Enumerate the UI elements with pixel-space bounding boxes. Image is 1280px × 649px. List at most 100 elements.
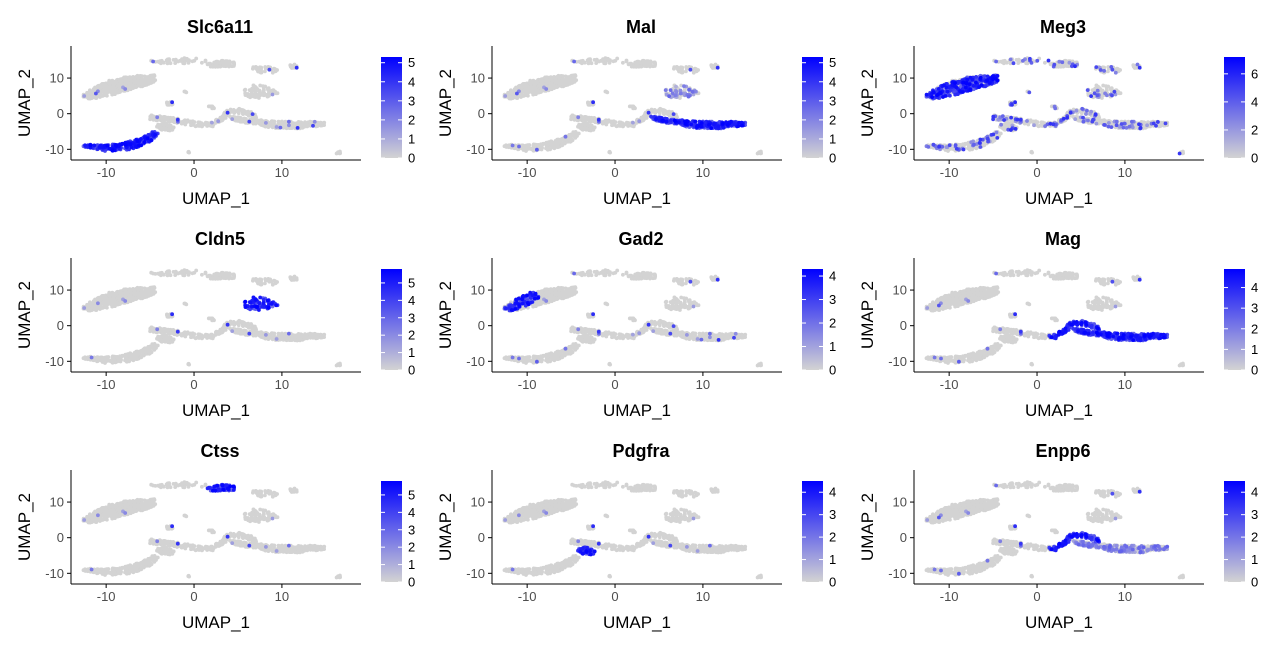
cell-point [128,353,133,358]
cell-point [242,88,247,92]
cell-point [283,123,288,128]
cell-point [1135,62,1140,67]
cell-point [676,120,681,125]
cell-point [136,76,141,81]
x-tick-label: 10 [275,165,289,180]
cell-point [1008,57,1013,62]
cell-point [1060,60,1065,65]
cell-point [557,76,562,81]
cell-point [1097,85,1101,90]
cell-point [114,144,118,148]
cell-point [604,89,609,94]
cell-point [1137,122,1141,127]
cell-point [690,89,695,94]
legend-label: 3 [829,93,836,108]
cell-point [678,88,683,93]
cell-point [116,82,121,87]
cell-point [970,78,975,82]
cell-point [657,109,662,113]
cell-point [134,144,138,149]
cell-point [105,90,110,95]
cell-point [549,85,553,89]
legend-label: 1 [829,131,836,146]
cell-point [660,119,665,123]
cell-point [560,143,565,148]
cell-point [637,119,642,124]
y-axis-title: UMAP_2 [15,69,34,137]
cell-point [1031,119,1036,124]
cell-point [639,61,644,65]
cell-point [270,70,275,75]
cell-point [105,143,110,148]
cell-point [1089,109,1094,114]
cell-point [115,90,120,95]
cell-point [953,81,957,85]
cell-point [515,91,519,96]
cell-point [999,122,1003,127]
cell-point [134,84,138,89]
cell-point [182,56,187,61]
cell-point [161,115,166,120]
cell-point [948,93,952,98]
cell-point [1076,118,1081,123]
cell-point [251,83,256,88]
cell-point [967,82,972,86]
cell-point [118,87,123,92]
cell-point [101,359,105,363]
cell-point [672,118,677,123]
cell-point [241,109,246,113]
cell-point [278,125,283,130]
cell-point [208,64,213,69]
cell-point [987,81,992,85]
cell-point [674,115,679,120]
cell-point [1113,70,1118,75]
cell-point [1091,88,1096,93]
cell-point [527,143,532,147]
cell-point [147,351,152,356]
x-axis-title: UMAP_1 [603,189,671,208]
cell-point [539,143,544,147]
cell-point [81,356,86,361]
cell-point [537,82,542,87]
cell-point [685,119,690,124]
cell-point [686,94,691,99]
cell-point [114,80,118,84]
cell-point [1107,121,1111,125]
cell-point [682,84,686,88]
cell-point [674,84,678,89]
cell-point [683,122,688,126]
x-tick-label: 0 [190,165,197,180]
cell-point [164,121,169,126]
cell-point [654,117,658,122]
cell-point [124,79,129,83]
cell-point [679,67,684,72]
x-tick-label: -10 [97,165,116,180]
x-axis-title: UMAP_1 [1025,189,1093,208]
cell-point [991,77,995,81]
cell-point [931,142,936,147]
cell-point [253,115,258,120]
cell-point [167,128,172,133]
cell-point [225,110,230,115]
cell-point [725,123,730,127]
cell-point [961,143,966,147]
x-tick-label: 10 [1118,165,1132,180]
cell-point [529,84,534,89]
cell-point [709,126,714,130]
cell-point [281,126,286,130]
x-tick-label: 0 [1033,165,1040,180]
cell-point [222,116,227,120]
cell-point [1116,89,1120,94]
cell-point [263,69,267,74]
cell-point [972,142,976,147]
cell-point [106,355,111,359]
cell-point [261,89,266,93]
legend-label: 2 [829,112,836,127]
cell-point [587,101,592,106]
cell-point [535,80,539,84]
cell-point [139,355,144,360]
cell-point [1064,63,1069,68]
cell-point [225,59,229,64]
